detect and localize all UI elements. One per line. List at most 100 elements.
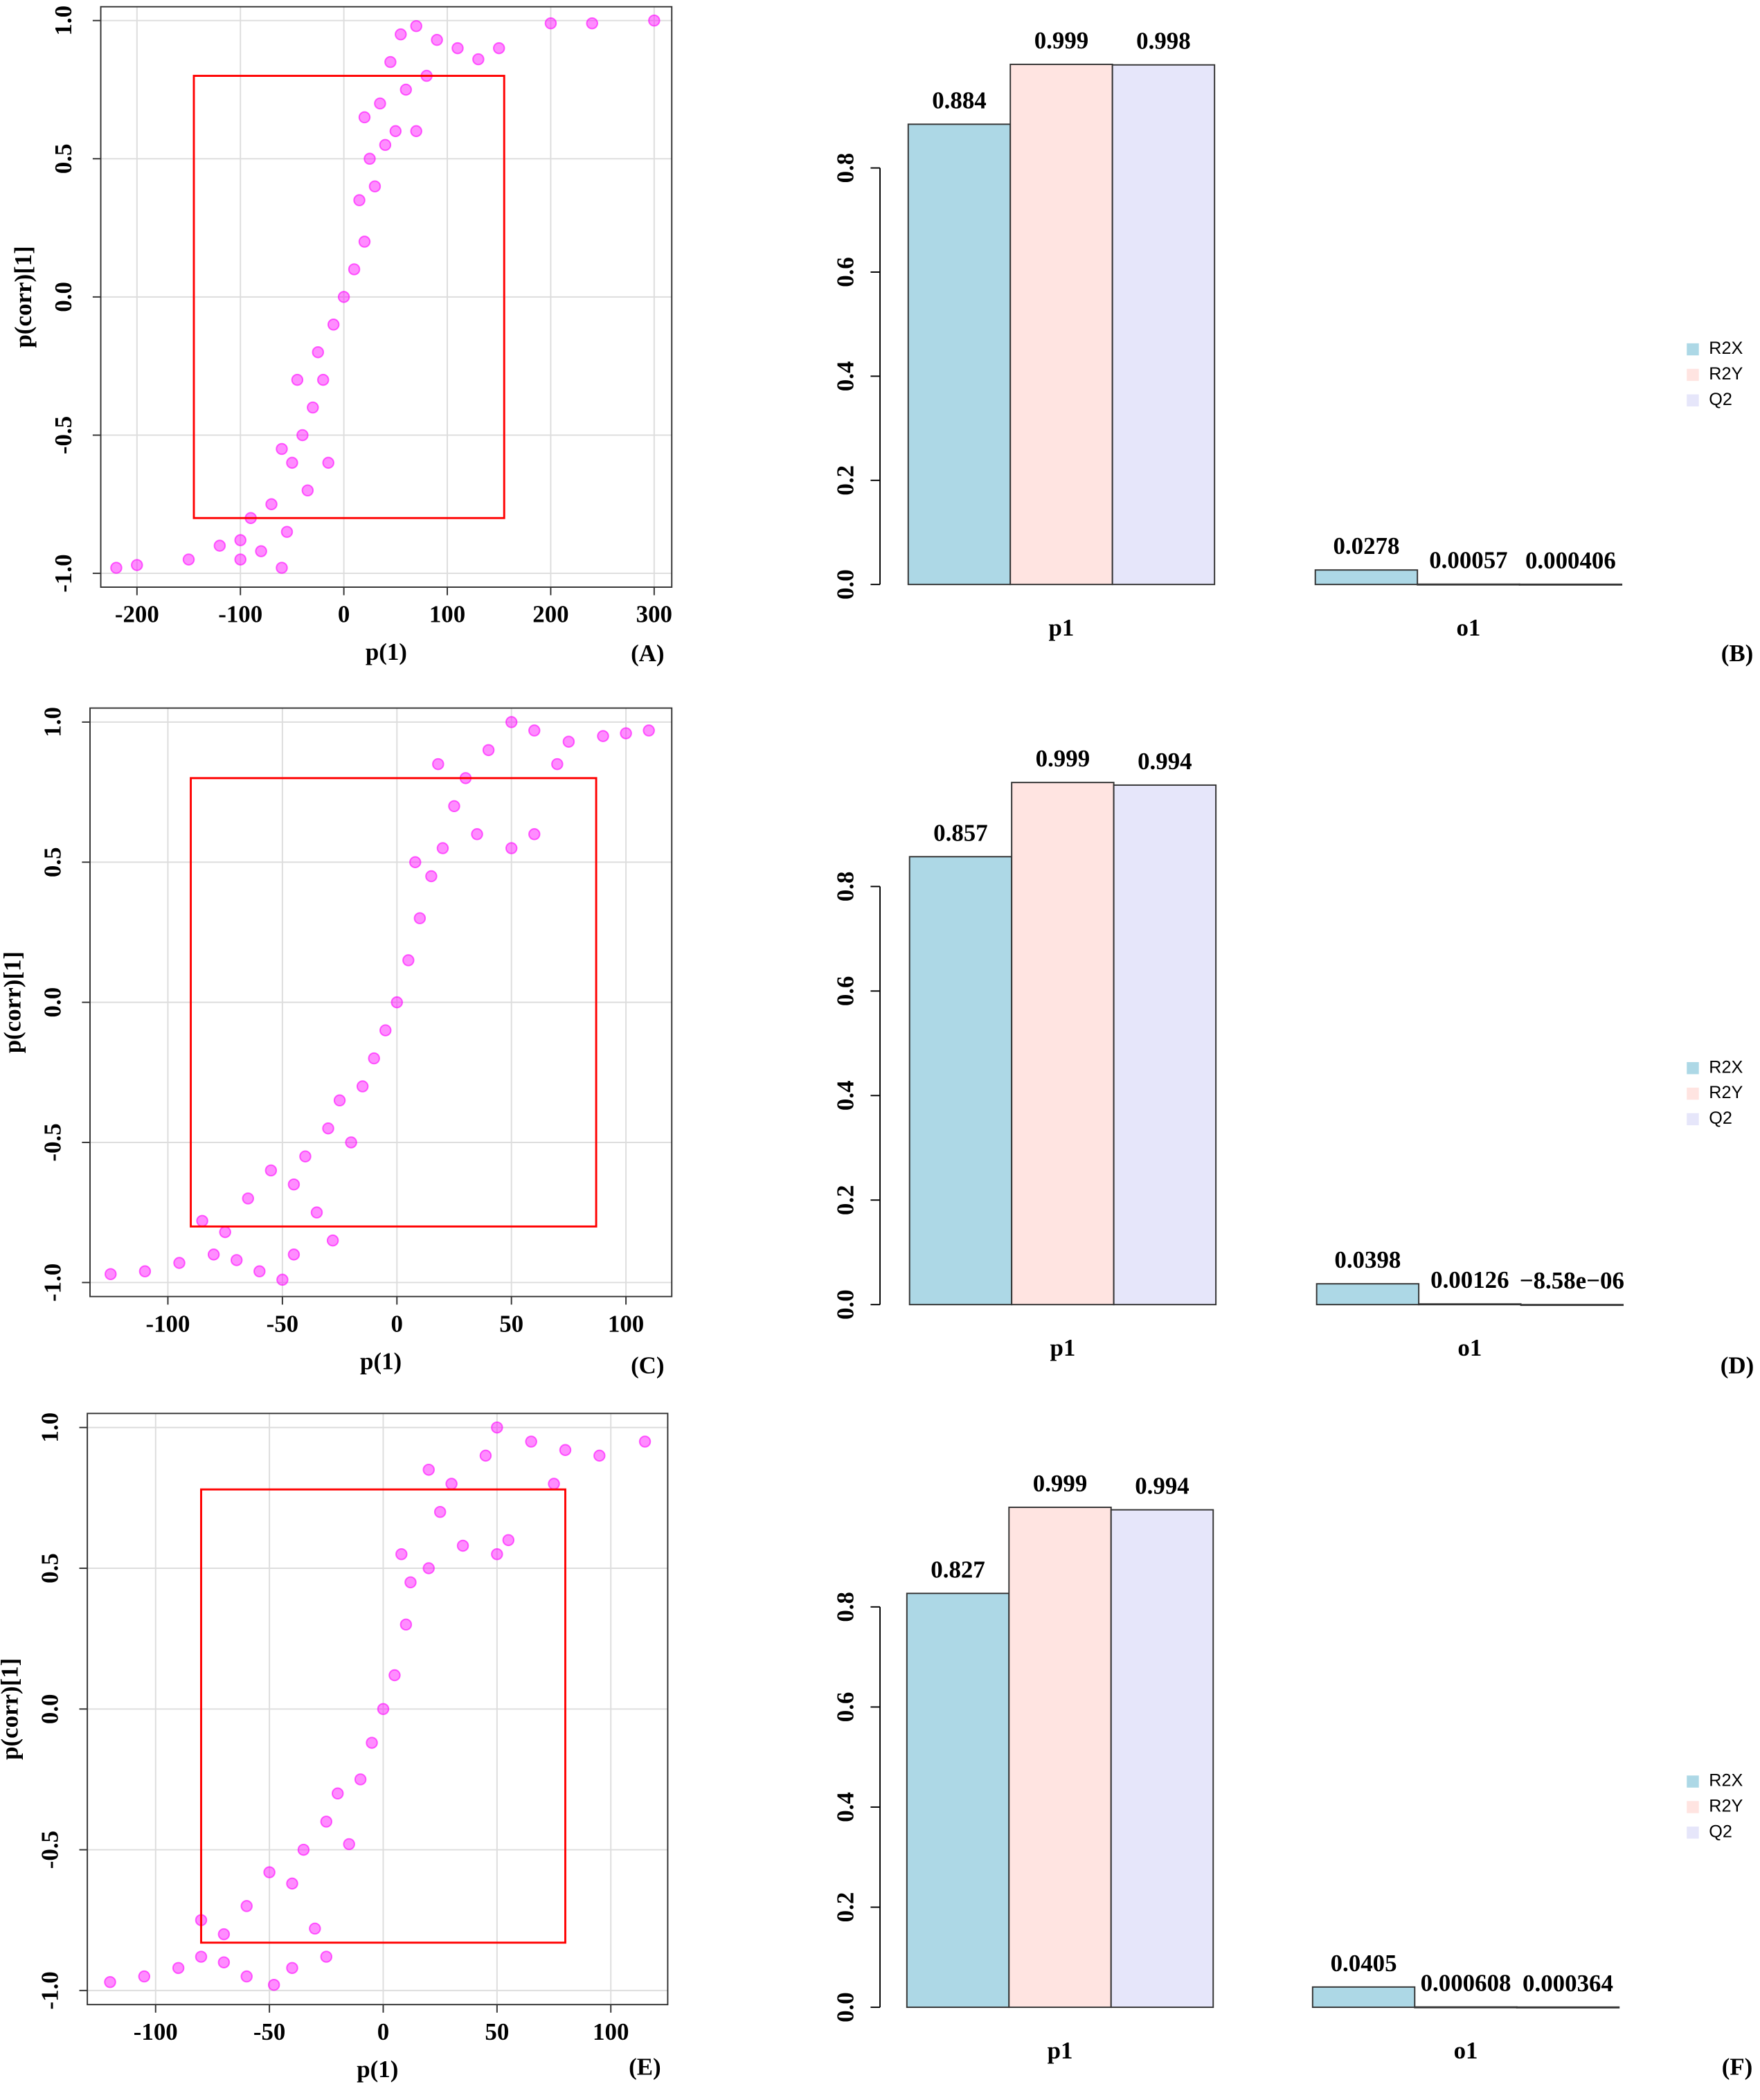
- point: [276, 1273, 289, 1286]
- x-tick-label: p1: [1050, 1334, 1075, 1361]
- value-label: 0.000364: [1523, 1970, 1613, 1997]
- legend-swatch: [1687, 1061, 1699, 1075]
- point: [353, 194, 366, 206]
- point: [395, 28, 407, 41]
- point: [528, 724, 541, 737]
- point: [105, 1268, 117, 1280]
- point: [307, 401, 319, 414]
- point: [320, 1815, 333, 1828]
- x-tick-label: 0: [377, 2018, 389, 2045]
- point: [138, 1265, 152, 1277]
- threshold-box: [190, 777, 598, 1228]
- point: [379, 1024, 392, 1036]
- y-tick-label: 0.0: [832, 569, 859, 600]
- point: [253, 1265, 266, 1277]
- point: [525, 1435, 537, 1448]
- point: [310, 1206, 323, 1219]
- point: [286, 1962, 298, 1975]
- point: [505, 842, 518, 854]
- point: [366, 1736, 378, 1749]
- panel-label: (C): [631, 1352, 664, 1379]
- value-label: 0.00057: [1429, 547, 1507, 574]
- plot-frame: [100, 6, 673, 588]
- point: [172, 1962, 185, 1975]
- point: [348, 263, 361, 276]
- x-tick-label: 300: [636, 601, 672, 628]
- point: [399, 1618, 413, 1631]
- value-label: 0.0278: [1333, 532, 1399, 559]
- y-tick-label: 0.0: [37, 1694, 64, 1724]
- legend-label: R2Y: [1709, 1797, 1743, 1816]
- y-tick-label: 0.8: [832, 1592, 859, 1622]
- bar: [908, 856, 1013, 1306]
- bar: [1008, 1507, 1112, 2009]
- panel-label: (B): [1721, 640, 1754, 667]
- x-tick-label: o1: [1457, 1334, 1482, 1361]
- point: [240, 1970, 253, 1983]
- point: [433, 1505, 447, 1518]
- point: [267, 1979, 280, 1991]
- x-tick-label: 200: [532, 601, 568, 628]
- value-label: 0.000608: [1421, 1970, 1511, 1997]
- point: [638, 1435, 652, 1448]
- x-axis-label: p(1): [366, 638, 407, 665]
- point: [384, 55, 397, 69]
- point: [322, 1122, 334, 1135]
- point: [528, 828, 541, 841]
- point: [286, 456, 298, 469]
- point: [425, 870, 438, 883]
- legend-label: Q2: [1709, 1109, 1732, 1128]
- bar: [906, 1592, 1010, 2009]
- point: [219, 1226, 231, 1239]
- point: [502, 1534, 515, 1547]
- x-tick-label: 0: [338, 601, 350, 628]
- point: [287, 1248, 300, 1261]
- point: [343, 1838, 355, 1851]
- x-tick-label: -100: [134, 2018, 178, 2045]
- x-axis-label: p(1): [360, 1348, 402, 1375]
- y-axis-label: p(corr)[1]: [0, 1658, 23, 1760]
- value-label: 0.000406: [1525, 547, 1616, 574]
- point: [234, 534, 246, 546]
- point: [648, 14, 661, 27]
- y-tick-label: 0.5: [39, 847, 66, 877]
- point: [358, 235, 371, 248]
- x-tick-label: 100: [429, 601, 465, 628]
- value-label: 0.998: [1136, 28, 1191, 55]
- point: [326, 1234, 339, 1247]
- y-tick-label: 0.8: [832, 872, 859, 902]
- panel-label: (A): [631, 640, 664, 667]
- point: [217, 1928, 231, 1941]
- point: [291, 373, 304, 386]
- point: [544, 17, 557, 30]
- point: [345, 1136, 357, 1149]
- panel-label: (D): [1721, 1352, 1754, 1379]
- point: [182, 553, 195, 566]
- point: [207, 1248, 220, 1261]
- legend-label: R2X: [1709, 1771, 1743, 1791]
- point: [363, 152, 376, 165]
- point: [230, 1254, 243, 1266]
- point: [448, 800, 460, 813]
- point: [562, 735, 575, 748]
- value-label: 0.884: [932, 87, 987, 114]
- point: [320, 1950, 333, 1963]
- x-tick-label: o1: [1456, 614, 1480, 641]
- value-label: 0.999: [1034, 27, 1089, 54]
- point: [410, 125, 422, 138]
- bar: [1113, 784, 1217, 1306]
- bar: [1110, 1509, 1214, 2009]
- point: [593, 1449, 606, 1462]
- point: [409, 856, 422, 868]
- point: [337, 291, 350, 303]
- point: [432, 757, 445, 771]
- point: [431, 33, 443, 46]
- plot-frame: [89, 707, 673, 1298]
- point: [451, 42, 464, 55]
- point: [402, 954, 415, 967]
- x-tick-label: 100: [608, 1310, 644, 1337]
- bar: [1111, 64, 1216, 586]
- x-tick-label: -200: [115, 601, 159, 628]
- y-tick-label: -1.0: [39, 1264, 66, 1302]
- y-tick-label: 0.4: [832, 1080, 859, 1111]
